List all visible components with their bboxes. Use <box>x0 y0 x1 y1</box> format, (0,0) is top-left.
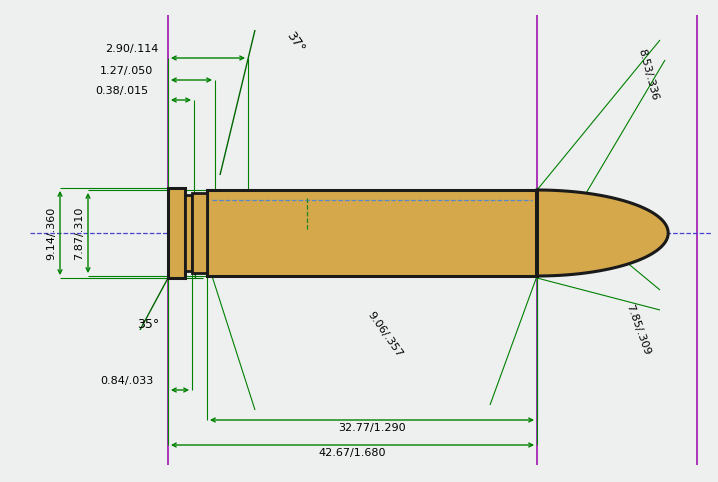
Text: 7.85/.309: 7.85/.309 <box>624 303 652 357</box>
Bar <box>207 190 537 276</box>
Bar <box>185 195 192 271</box>
Text: 32.77/1.290: 32.77/1.290 <box>338 423 406 433</box>
Bar <box>192 193 207 273</box>
Text: 0.38/.015: 0.38/.015 <box>95 86 148 96</box>
Text: 35°: 35° <box>137 319 159 332</box>
Text: 42.67/1.680: 42.67/1.680 <box>319 448 386 458</box>
Text: 9.06/.357: 9.06/.357 <box>365 310 404 360</box>
Text: 9.14/.360: 9.14/.360 <box>46 206 56 260</box>
Text: 0.84/.033: 0.84/.033 <box>100 376 153 386</box>
Text: 2.90/.114: 2.90/.114 <box>105 44 159 54</box>
Text: 7.87/.310: 7.87/.310 <box>74 206 84 260</box>
Polygon shape <box>537 190 668 276</box>
Text: 1.27/.050: 1.27/.050 <box>100 66 153 76</box>
Text: 37°: 37° <box>284 29 307 55</box>
Bar <box>168 188 185 278</box>
Text: 8.53/.336: 8.53/.336 <box>636 48 660 102</box>
